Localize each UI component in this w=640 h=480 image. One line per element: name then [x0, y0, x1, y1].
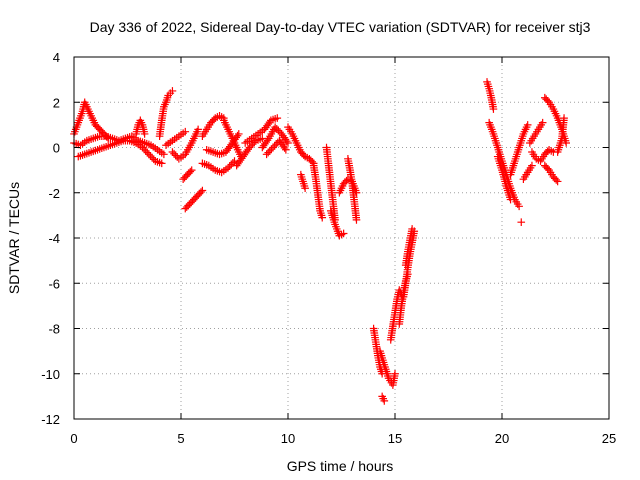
y-tick-label: -4: [48, 231, 60, 246]
data-point: [489, 105, 498, 113]
x-tick-label: 5: [177, 431, 184, 446]
y-tick-label: -10: [41, 367, 60, 382]
data-point: [190, 195, 198, 204]
data-point: [543, 164, 552, 173]
data-point: [541, 161, 549, 170]
data-point: [542, 163, 551, 171]
data-point: [308, 158, 317, 166]
data-point: [234, 130, 243, 138]
x-axis-label: GPS time / hours: [287, 458, 394, 474]
y-tick-label: -8: [48, 322, 60, 337]
data-point: [93, 122, 101, 131]
data-point: [208, 117, 217, 125]
data-point: [339, 229, 348, 238]
data-point: [273, 114, 282, 122]
data-point: [194, 125, 202, 134]
data-point: [188, 197, 197, 205]
data-point: [282, 145, 290, 154]
data-point: [197, 188, 205, 196]
data-point: [198, 186, 207, 195]
data-point: [543, 96, 552, 105]
data-point: [549, 173, 558, 181]
data-point: [160, 150, 168, 159]
data-point: [194, 191, 202, 199]
data-point: [191, 194, 200, 202]
data-point: [318, 213, 327, 222]
data-point: [98, 128, 107, 137]
data-point: [187, 166, 196, 174]
x-tick-label: 25: [602, 431, 616, 446]
data-point: [192, 192, 201, 201]
data-point: [341, 178, 349, 186]
data-point: [185, 169, 193, 177]
data-point: [140, 130, 149, 138]
data-point: [183, 170, 192, 179]
x-tick-label: 10: [281, 431, 295, 446]
y-tick-label: -12: [41, 412, 60, 427]
data-point: [523, 121, 532, 129]
data-point: [179, 175, 187, 183]
data-point: [515, 202, 523, 211]
data-point: [97, 127, 105, 135]
y-tick-label: 0: [53, 141, 60, 156]
data-points: [70, 78, 570, 405]
y-tick-label: 4: [53, 50, 60, 65]
data-point: [542, 148, 551, 157]
data-point: [305, 155, 314, 163]
data-point: [560, 114, 568, 122]
data-point: [301, 184, 309, 193]
data-point: [94, 124, 103, 132]
x-tick-label: 15: [388, 431, 402, 446]
data-point: [185, 200, 194, 208]
axis-ticks: 0 5 10 15 20 25 -12 -10 -8 -6 -4 -2 0 2 4: [41, 50, 616, 446]
data-point: [298, 149, 307, 158]
data-point: [91, 121, 100, 129]
chart-title: Day 336 of 2022, Sidereal Day-to-day VTE…: [90, 19, 591, 35]
data-point: [181, 204, 190, 213]
data-point: [380, 397, 389, 405]
data-point: [541, 150, 549, 159]
y-tick-label: -2: [48, 186, 60, 201]
data-point: [352, 216, 361, 224]
data-point: [180, 173, 189, 182]
data-point: [182, 203, 191, 211]
data-point: [550, 174, 559, 183]
data-point: [182, 172, 190, 180]
y-axis-label: SDTVAR / TECUs: [6, 182, 22, 294]
data-point: [339, 179, 348, 188]
data-point: [517, 218, 526, 226]
data-point: [157, 159, 166, 168]
data-point: [528, 161, 536, 170]
data-point: [186, 167, 195, 176]
data-point: [541, 93, 549, 102]
x-tick-label: 20: [495, 431, 509, 446]
data-point: [258, 134, 267, 143]
data-point: [168, 87, 177, 95]
data-point: [506, 195, 515, 204]
data-point: [552, 176, 561, 184]
data-point: [184, 201, 192, 210]
data-point: [538, 118, 547, 127]
y-tick-label: -6: [48, 276, 60, 291]
data-point: [297, 148, 305, 156]
data-point: [195, 189, 204, 198]
data-point: [207, 118, 215, 127]
data-point: [101, 131, 110, 140]
data-point: [307, 156, 315, 165]
y-tick-label: 2: [53, 95, 60, 110]
data-point: [408, 225, 416, 233]
x-tick-label: 0: [70, 431, 77, 446]
data-point: [553, 177, 562, 186]
data-point: [187, 198, 195, 207]
data-point: [391, 369, 399, 378]
data-point: [542, 95, 551, 104]
grid-layer: [74, 57, 609, 419]
data-point: [284, 139, 292, 147]
data-point: [181, 127, 190, 136]
data-point: [95, 125, 104, 134]
